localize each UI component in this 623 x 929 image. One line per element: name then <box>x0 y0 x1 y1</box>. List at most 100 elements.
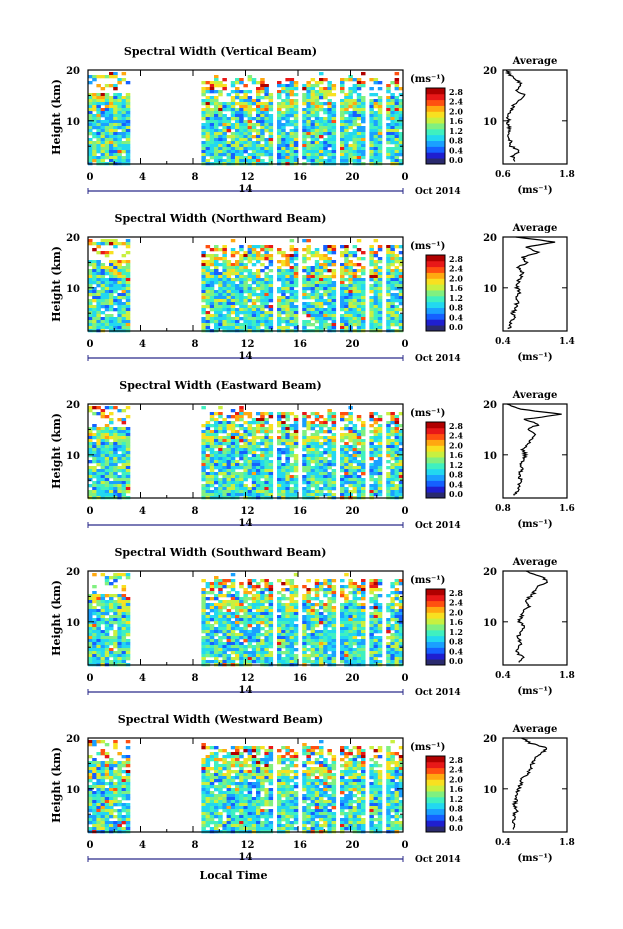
heatmap-cell <box>92 287 97 291</box>
colorbar-tick-label: 1.6 <box>449 116 463 126</box>
heatmap-cell <box>319 454 324 458</box>
heatmap-cell <box>218 290 223 294</box>
heatmap-cell <box>310 493 316 497</box>
heatmap-cell <box>218 442 223 446</box>
heatmap-cell <box>235 87 240 91</box>
heatmap-cell <box>323 421 328 425</box>
heatmap-cell <box>302 621 307 625</box>
heatmap-cell <box>256 138 261 142</box>
heatmap-cell <box>319 281 324 285</box>
heatmap-cell <box>104 645 110 649</box>
heatmap-cell <box>302 293 307 297</box>
heatmap-cell <box>281 114 286 118</box>
heatmap-cell <box>109 418 114 422</box>
heatmap-cell <box>314 96 320 100</box>
heatmap-cell <box>394 275 400 279</box>
heatmap-cell <box>356 490 362 494</box>
heatmap-cell <box>256 436 261 440</box>
heatmap-cell <box>117 242 122 246</box>
heatmap-cell <box>264 439 269 443</box>
heatmap-cell <box>340 111 345 115</box>
heatmap-cell <box>277 123 282 127</box>
heatmap-cell <box>390 260 395 264</box>
heatmap-cell <box>314 153 320 157</box>
heatmap-cell <box>251 293 257 297</box>
heatmap-cell <box>256 314 261 318</box>
heatmap-cell <box>319 102 324 106</box>
heatmap-cell <box>398 290 404 294</box>
heatmap-cell <box>125 144 131 148</box>
heatmap-cell <box>293 308 299 312</box>
heatmap-cell <box>356 323 362 327</box>
heatmap-cell <box>281 442 286 446</box>
heatmap-cell <box>293 594 299 598</box>
x-tick-label: 20 <box>346 172 360 183</box>
heatmap-cell <box>314 418 320 422</box>
heatmap-cell <box>247 451 253 455</box>
heatmap-cell <box>251 320 257 324</box>
heatmap-cell <box>302 448 307 452</box>
heatmap-cell <box>226 490 232 494</box>
heatmap-cell <box>109 427 114 431</box>
heatmap-cell <box>377 448 383 452</box>
x-tick-label: 0 <box>87 506 94 517</box>
heatmap-cell <box>214 81 219 85</box>
heatmap-cell <box>319 466 324 470</box>
heatmap-cell <box>209 138 215 142</box>
heatmap-cell <box>218 445 223 449</box>
heatmap-cell <box>314 445 320 449</box>
heatmap-cell <box>398 296 404 300</box>
heatmap-cell <box>222 451 227 455</box>
heatmap-cell <box>377 487 383 491</box>
heatmap-cell <box>327 141 332 145</box>
heatmap-cell <box>323 108 328 112</box>
heatmap-cell <box>310 308 316 312</box>
heatmap-cell <box>121 475 127 479</box>
heatmap-cell <box>113 326 118 330</box>
heatmap-cell <box>281 639 286 643</box>
heatmap-cell <box>256 305 261 309</box>
colorbar-segment <box>426 140 445 147</box>
heatmap-cell <box>256 627 261 631</box>
heatmap-cell <box>235 433 240 437</box>
heatmap-cell <box>285 660 290 664</box>
heatmap-cell <box>340 278 345 282</box>
heatmap-cell <box>356 81 362 85</box>
heatmap-cell <box>230 436 236 440</box>
heatmap-cell <box>247 591 253 595</box>
heatmap-cell <box>323 287 328 291</box>
heatmap-cell <box>209 275 215 279</box>
heatmap-cell <box>377 105 383 109</box>
heatmap-cell <box>125 126 131 130</box>
heatmap-cell <box>230 630 236 634</box>
heatmap-cell <box>260 126 265 130</box>
heatmap-cell <box>243 439 248 443</box>
heatmap-cell <box>331 412 337 416</box>
heatmap-cell <box>205 323 211 327</box>
heatmap-cell <box>293 102 299 106</box>
heatmap-cell <box>302 615 307 619</box>
heatmap-cell <box>281 415 286 419</box>
heatmap-cell <box>302 296 307 300</box>
heatmap-cell <box>348 305 353 309</box>
heatmap-cell <box>100 287 106 291</box>
heatmap-cell <box>100 466 106 470</box>
heatmap-cell <box>218 627 223 631</box>
heatmap-cell <box>214 648 219 652</box>
heatmap-cell <box>100 293 106 297</box>
heatmap-cell <box>281 281 286 285</box>
heatmap-cell <box>293 317 299 321</box>
heatmap-cell <box>344 478 349 482</box>
heatmap-cell <box>306 654 311 658</box>
heatmap-cell <box>268 627 274 631</box>
heatmap-cell <box>285 269 290 273</box>
heatmap-cell <box>390 102 395 106</box>
heatmap-cell <box>125 487 131 491</box>
heatmap-cell <box>293 609 299 613</box>
heatmap-cell <box>117 606 122 610</box>
heatmap-cell <box>277 153 282 157</box>
heatmap-cell <box>113 108 118 112</box>
heatmap-cell <box>205 493 211 497</box>
heatmap-cell <box>201 254 206 258</box>
heatmap-cell <box>264 412 269 416</box>
